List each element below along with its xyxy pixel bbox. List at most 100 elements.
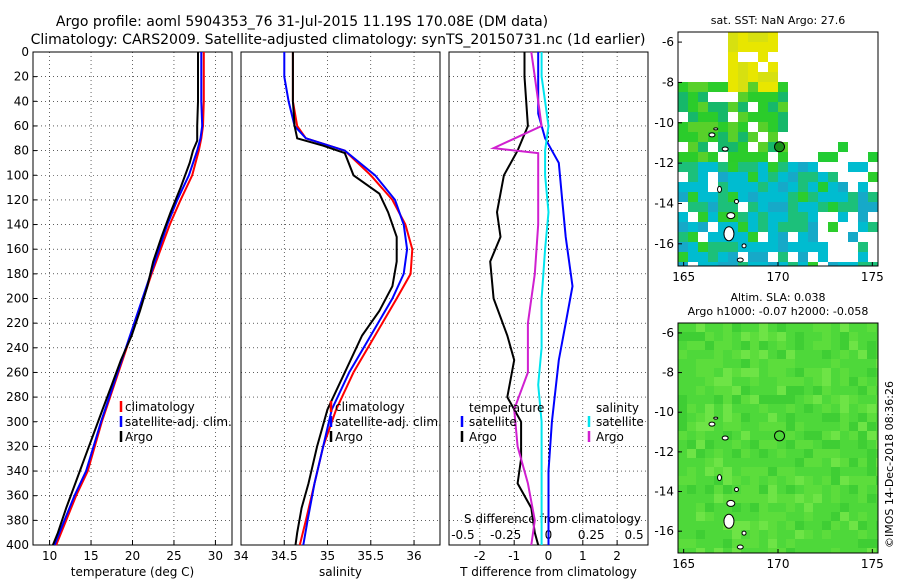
x-tick-label: 10: [42, 549, 57, 563]
map-cell: [840, 323, 849, 332]
map-cell: [867, 521, 876, 530]
map-cell: [822, 467, 831, 476]
map-cell: [678, 122, 688, 132]
map-cell: [876, 512, 878, 521]
map-cell: [687, 368, 696, 377]
map-cell: [858, 162, 868, 172]
map-cell: [768, 413, 777, 422]
map-cell: [728, 142, 738, 152]
y-tick-label: 340: [6, 464, 29, 478]
map-cell: [848, 202, 858, 212]
map-cell: [768, 202, 778, 212]
y-tick-label: 60: [14, 119, 29, 133]
map-cell: [732, 458, 741, 467]
map-cell: [831, 359, 840, 368]
temperature-panel: 10 15 20 25 30020406080100120140160180200220…: [6, 45, 233, 579]
map-cell: [688, 222, 698, 232]
map-cell: [876, 521, 878, 530]
map-cell: [750, 332, 759, 341]
map-cell: [867, 386, 876, 395]
map-cell: [687, 539, 696, 548]
sst-map-panel: 165 170 175 -6 -8 -10 -12 -14 -16 sat. SST: NaN A…: [654, 14, 883, 284]
map-cell: [728, 152, 738, 162]
map-cell: [778, 102, 788, 112]
map-cell: [678, 350, 687, 359]
map-cell: [840, 431, 849, 440]
map-cell: [804, 521, 813, 530]
map-cell: [858, 359, 867, 368]
x-tick-label: 15: [83, 549, 98, 563]
map-cell: [741, 332, 750, 341]
map-cell: [688, 182, 698, 192]
map-cell: [732, 467, 741, 476]
salinity-legend: climatology satellite-adj. clim. Argo: [329, 400, 442, 444]
map-cell: [788, 262, 798, 266]
map-cell: [750, 539, 759, 548]
map-cell: [876, 359, 878, 368]
y-tick-label: 360: [6, 489, 29, 503]
map-cell: [768, 467, 777, 476]
legend-climatology: climatology: [125, 400, 195, 414]
map-cell: [758, 162, 768, 172]
map-cell: [795, 341, 804, 350]
map-cell: [758, 102, 768, 112]
series-line-argo: [51, 52, 199, 546]
map-cell: [758, 82, 768, 92]
map-cell: [849, 449, 858, 458]
map-cell: [876, 485, 878, 494]
map-cell: [723, 530, 732, 539]
map-cell: [876, 431, 878, 440]
x2-tick-label: -0.5: [451, 528, 474, 542]
map-cell: [822, 440, 831, 449]
map-cell: [696, 521, 705, 530]
map-cell: [867, 404, 876, 413]
map-cell: [813, 440, 822, 449]
map-cell: [738, 262, 748, 266]
map-cell: [804, 359, 813, 368]
map-cell: [696, 458, 705, 467]
map-cell: [705, 467, 714, 476]
map-cell: [738, 132, 748, 142]
map-cell: [732, 548, 741, 553]
map-cell: [714, 350, 723, 359]
map-cell: [750, 458, 759, 467]
map-cell: [795, 431, 804, 440]
y-tick-label: -16: [654, 237, 674, 251]
map-cell: [758, 152, 768, 162]
island: [713, 416, 719, 420]
map-cell: [714, 548, 723, 553]
map-cell: [795, 350, 804, 359]
map-cell: [678, 539, 687, 548]
map-cell: [723, 413, 732, 422]
map-cell: [777, 431, 786, 440]
map-cell: [849, 386, 858, 395]
map-cell: [777, 530, 786, 539]
map-cell: [778, 122, 788, 132]
map-cell: [741, 548, 750, 553]
map-title: Altim. SLA: 0.038: [730, 291, 825, 304]
map-cell: [849, 332, 858, 341]
map-cell: [768, 485, 777, 494]
map-cell: [867, 485, 876, 494]
map-cell: [876, 467, 878, 476]
map-cell: [759, 521, 768, 530]
y-tick-label: -16: [654, 524, 674, 538]
map-cell: [741, 458, 750, 467]
sla-map-panel: 165 170 175 -6 -8 -10 -12 -14 -16 Altim. SLA: 0.0…: [654, 291, 883, 571]
map-cell: [848, 162, 858, 172]
y-tick-label: -10: [654, 116, 674, 130]
map-cell: [705, 395, 714, 404]
map-cell: [714, 332, 723, 341]
map-cell: [759, 422, 768, 431]
watermark: ©IMOS 14-Dec-2018 08:36:26: [883, 381, 896, 548]
series-line-salinity-argo: [489, 51, 543, 546]
map-cell: [808, 222, 818, 232]
map-cell: [705, 512, 714, 521]
map-cell: [786, 323, 795, 332]
island: [721, 435, 729, 441]
map-cell: [828, 262, 838, 266]
map-cell: [696, 368, 705, 377]
map-cell: [777, 359, 786, 368]
map-cell: [777, 503, 786, 512]
map-cell: [867, 413, 876, 422]
